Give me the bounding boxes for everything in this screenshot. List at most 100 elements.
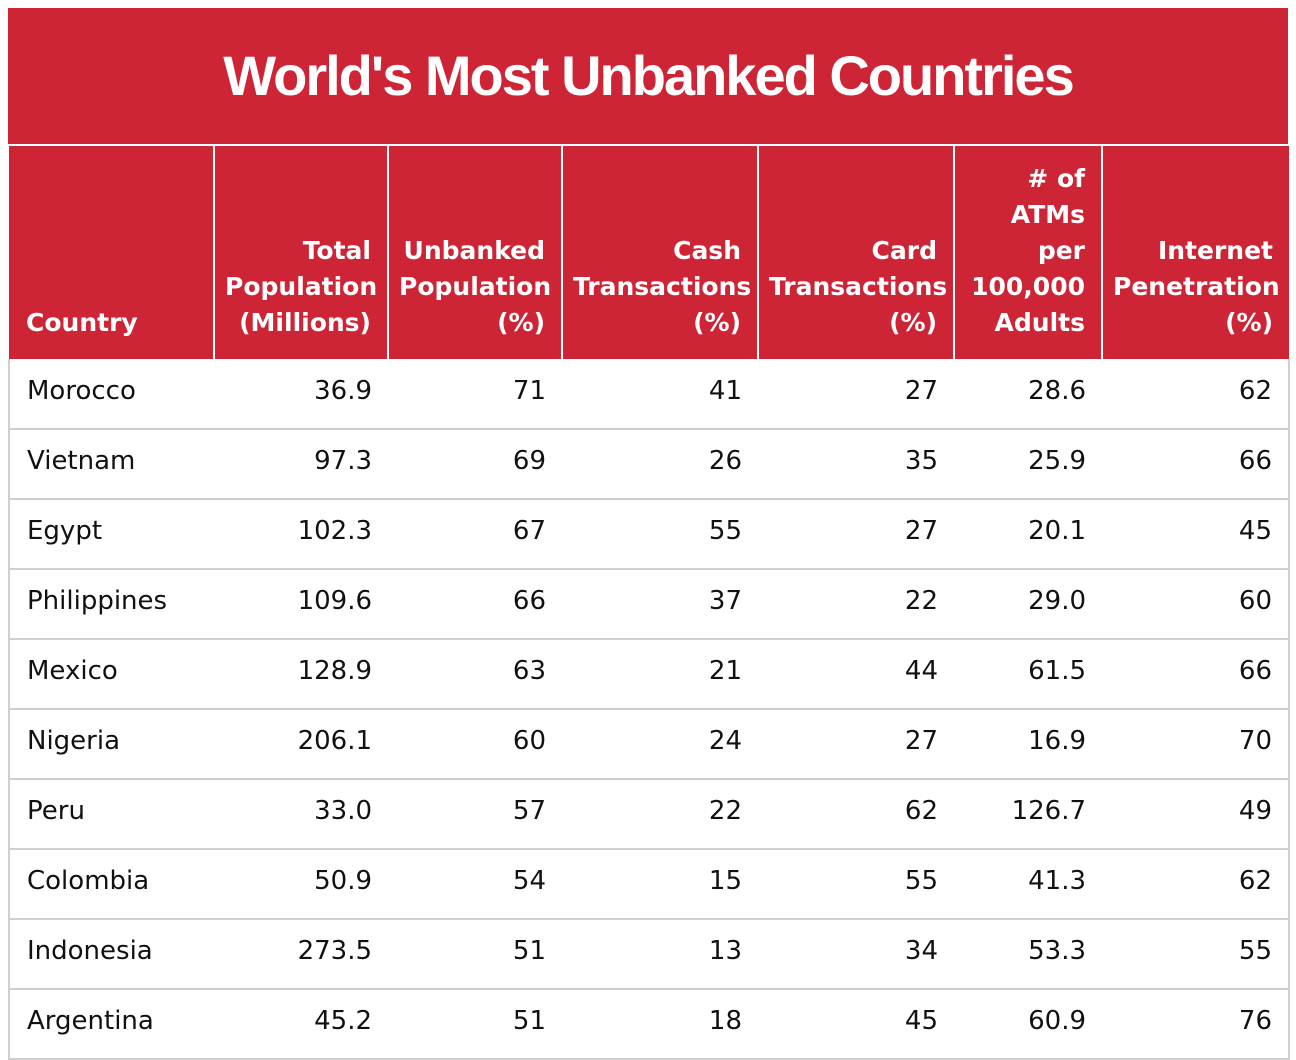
value-cell: 60.9: [954, 989, 1102, 1060]
value-cell: 27: [758, 359, 954, 430]
column-header-line: Population: [399, 272, 552, 301]
value-cell: 27: [758, 709, 954, 780]
value-cell: 20.1: [954, 499, 1102, 570]
value-cell: 45: [758, 989, 954, 1060]
table-body: Morocco 36.9 71 41 27 28.6 62 Vietnam 97.3 69 26 35…: [8, 359, 1290, 1060]
value-cell: 67: [388, 499, 562, 570]
value-cell: 109.6: [214, 569, 388, 640]
value-cell: 55: [1102, 919, 1290, 990]
column-header-line: (%): [497, 308, 545, 337]
value-cell: 76: [1102, 989, 1290, 1060]
value-cell: 55: [562, 499, 758, 570]
value-cell: 70: [1102, 709, 1290, 780]
table-row: Mexico 128.9 63 21 44 61.5 66: [8, 639, 1290, 710]
table-figure: World's Most Unbanked Countries Country T…: [8, 8, 1290, 1060]
table-row: Peru 33.0 57 22 62 126.7 49: [8, 779, 1290, 850]
table-row: Vietnam 97.3 69 26 35 25.9 66: [8, 429, 1290, 500]
column-header-line: (Millions): [239, 308, 371, 337]
value-cell: 273.5: [214, 919, 388, 990]
column-header: Cash Transactions (%): [561, 144, 758, 359]
column-header-line: (%): [1225, 308, 1273, 337]
value-cell: 24: [562, 709, 758, 780]
value-cell: 55: [758, 849, 954, 920]
value-cell: 60: [1102, 569, 1290, 640]
column-header-line: Country: [26, 308, 138, 337]
value-cell: 21: [562, 639, 758, 710]
value-cell: 41.3: [954, 849, 1102, 920]
value-cell: 54: [388, 849, 562, 920]
column-header-line: 100,000: [971, 272, 1085, 301]
chart-title: World's Most Unbanked Countries: [223, 44, 1074, 107]
value-cell: 69: [388, 429, 562, 500]
column-header-line: Transactions: [573, 272, 752, 301]
title-bar: World's Most Unbanked Countries: [8, 8, 1288, 144]
data-table: Country Total Population (Millions) Unbanked…: [8, 144, 1290, 1060]
value-cell: 50.9: [214, 849, 388, 920]
value-cell: 35: [758, 429, 954, 500]
column-header: Internet Penetration (%): [1101, 144, 1289, 359]
value-cell: 36.9: [214, 359, 388, 430]
value-cell: 51: [388, 989, 562, 1060]
value-cell: 16.9: [954, 709, 1102, 780]
column-header-line: per: [1037, 236, 1085, 265]
header-row: Country Total Population (Millions) Unbanked…: [9, 144, 1289, 359]
value-cell: 49: [1102, 779, 1290, 850]
value-cell: 29.0: [954, 569, 1102, 640]
value-cell: 128.9: [214, 639, 388, 710]
column-header: Country: [9, 144, 214, 359]
value-cell: 97.3: [214, 429, 388, 500]
column-header-line: Unbanked: [403, 236, 545, 265]
column-header: Unbanked Population (%): [387, 144, 562, 359]
country-cell: Philippines: [8, 569, 214, 640]
column-header: Card Transactions (%): [757, 144, 954, 359]
value-cell: 66: [1102, 639, 1290, 710]
value-cell: 51: [388, 919, 562, 990]
value-cell: 25.9: [954, 429, 1102, 500]
country-cell: Argentina: [8, 989, 214, 1060]
value-cell: 60: [388, 709, 562, 780]
value-cell: 102.3: [214, 499, 388, 570]
table-row: Argentina 45.2 51 18 45 60.9 76: [8, 989, 1290, 1060]
country-cell: Vietnam: [8, 429, 214, 500]
column-header-line: Card: [871, 236, 937, 265]
table-row: Colombia 50.9 54 15 55 41.3 62: [8, 849, 1290, 920]
value-cell: 71: [388, 359, 562, 430]
country-cell: Morocco: [8, 359, 214, 430]
column-header: Total Population (Millions): [213, 144, 388, 359]
column-header-line: (%): [889, 308, 937, 337]
table-header: Country Total Population (Millions) Unbanked…: [9, 144, 1289, 359]
value-cell: 66: [388, 569, 562, 640]
value-cell: 15: [562, 849, 758, 920]
value-cell: 66: [1102, 429, 1290, 500]
column-header: # of ATMs per 100,000 Adults: [953, 144, 1102, 359]
column-header-line: Total: [302, 236, 371, 265]
value-cell: 63: [388, 639, 562, 710]
column-header-line: Penetration: [1113, 272, 1280, 301]
value-cell: 41: [562, 359, 758, 430]
country-cell: Indonesia: [8, 919, 214, 990]
table-row: Indonesia 273.5 51 13 34 53.3 55: [8, 919, 1290, 990]
value-cell: 37: [562, 569, 758, 640]
table-row: Philippines 109.6 66 37 22 29.0 60: [8, 569, 1290, 640]
value-cell: 28.6: [954, 359, 1102, 430]
value-cell: 62: [758, 779, 954, 850]
value-cell: 22: [758, 569, 954, 640]
table-row: Nigeria 206.1 60 24 27 16.9 70: [8, 709, 1290, 780]
column-header-line: Transactions: [769, 272, 948, 301]
table-row: Morocco 36.9 71 41 27 28.6 62: [8, 359, 1290, 430]
value-cell: 33.0: [214, 779, 388, 850]
value-cell: 45.2: [214, 989, 388, 1060]
value-cell: 18: [562, 989, 758, 1060]
column-header-line: (%): [693, 308, 741, 337]
country-cell: Mexico: [8, 639, 214, 710]
value-cell: 57: [388, 779, 562, 850]
column-header-line: # of: [1027, 164, 1085, 193]
country-cell: Egypt: [8, 499, 214, 570]
column-header-line: Population: [225, 272, 378, 301]
value-cell: 44: [758, 639, 954, 710]
value-cell: 34: [758, 919, 954, 990]
country-cell: Peru: [8, 779, 214, 850]
column-header-line: ATMs: [1010, 200, 1085, 229]
column-header-line: Cash: [673, 236, 741, 265]
value-cell: 27: [758, 499, 954, 570]
